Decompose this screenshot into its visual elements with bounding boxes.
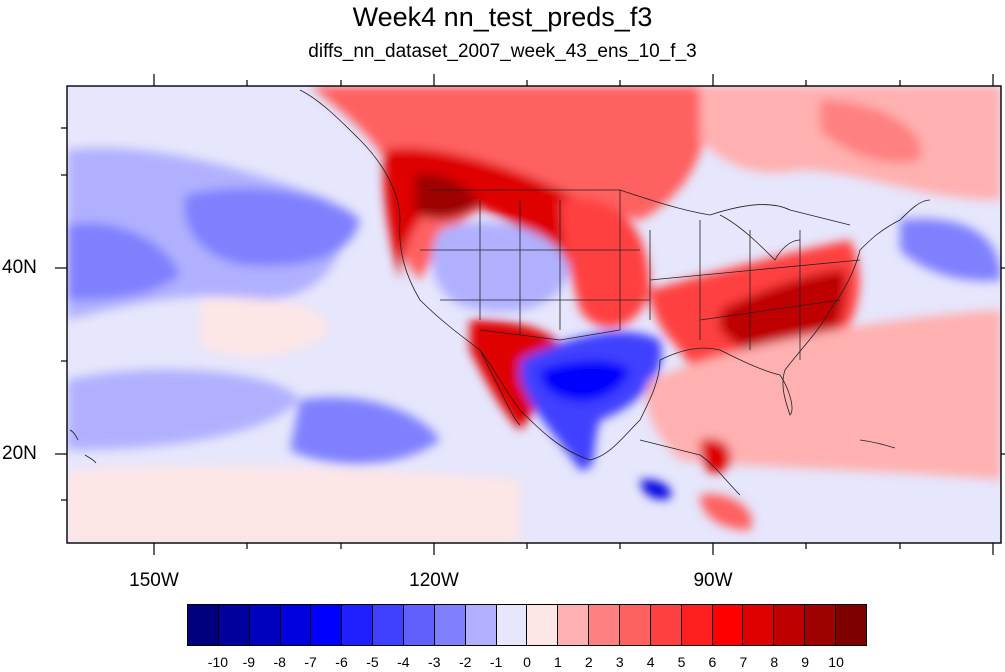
colorbar-swatch (774, 605, 806, 645)
colorbar-swatch (280, 605, 312, 645)
colorbar-label: -8 (273, 654, 286, 670)
lat-label-20n: 20N (2, 443, 37, 464)
negative-anomaly-pacific-core (67, 223, 180, 300)
anomaly-field (67, 86, 1001, 543)
colorbar-swatch (558, 605, 590, 645)
colorbar-label: 6 (708, 654, 717, 670)
colorbar-swatch (743, 605, 775, 645)
colorbar-swatch (342, 605, 374, 645)
map-title: Week4 nn_test_preds_f3 (352, 2, 653, 32)
negative-anomaly-great-basin-outer (431, 222, 570, 312)
colorbar-label: 0 (523, 654, 531, 670)
colorbar-swatch (527, 605, 559, 645)
colorbar-label: 2 (584, 654, 593, 670)
positive-anomaly-pacific-se (700, 494, 752, 530)
colorbar-swatch (620, 605, 651, 645)
colorbar-swatch (218, 605, 250, 645)
colorbar-label: 1 (554, 654, 562, 670)
colorbar-swatch (650, 605, 682, 645)
colorbar-label: 5 (677, 654, 686, 670)
colorbar-swatch (404, 605, 435, 645)
positive-anomaly-northwest-peak (415, 174, 480, 220)
negative-anomaly-atlantic (900, 218, 1001, 281)
positive-anomaly-central-america (700, 438, 731, 473)
colorbar-swatch (373, 605, 405, 645)
colorbar-label: 3 (615, 654, 624, 670)
colorbar-label: -10 (207, 654, 229, 670)
colorbar-label: -5 (366, 654, 379, 670)
colorbar-label: 10 (828, 654, 844, 670)
colorbar-label: -4 (397, 654, 410, 670)
colorbar-swatch (188, 605, 219, 645)
coastlines (69, 89, 931, 496)
colorbar-swatch (496, 605, 528, 645)
colorbar-label: -2 (458, 654, 472, 670)
negative-anomaly-pacific-south (290, 397, 440, 464)
colorbar-swatch (311, 605, 343, 645)
positive-anomaly-pacific-pink (200, 298, 330, 357)
colorbar-swatch (434, 605, 466, 645)
lon-label-150w: 150W (129, 570, 179, 591)
colorbar-swatch (681, 605, 713, 645)
colorbar (187, 604, 867, 646)
colorbar-label: 9 (801, 654, 810, 670)
colorbar-label: 8 (770, 654, 779, 670)
map-subtitle: diffs_nn_dataset_2007_week_43_ens_10_f_3 (308, 41, 697, 62)
negative-anomaly-pacific-sw (67, 369, 300, 450)
colorbar-swatch (589, 605, 621, 645)
positive-anomaly-southwest-pink (67, 465, 520, 543)
colorbar-swatch (836, 605, 866, 645)
positive-anomaly-atlantic-outer (646, 310, 1001, 480)
colorbar-label: 7 (739, 654, 748, 670)
colorbar-swatch (249, 605, 281, 645)
colorbar-label: -9 (242, 654, 256, 670)
colorbar-label: 4 (646, 654, 655, 670)
lat-label-40n: 40N (2, 257, 37, 278)
colorbar-label: -1 (489, 654, 503, 670)
negative-anomaly-mexico-core (540, 360, 630, 402)
axis-ticks (55, 74, 1005, 555)
negative-anomaly-hawaii (640, 479, 671, 500)
negative-anomaly-pacific-center (184, 188, 360, 267)
lon-label-90w: 90W (693, 570, 733, 591)
colorbar-label: -7 (304, 654, 317, 670)
colorbar-swatch (465, 605, 497, 645)
map-frame (66, 85, 1002, 544)
positive-anomaly-canada (820, 100, 922, 163)
colorbar-swatch (805, 605, 837, 645)
positive-anomaly-plains (560, 198, 650, 328)
colorbar-swatch (712, 605, 744, 645)
colorbar-label: -6 (335, 654, 348, 670)
lon-label-120w: 120W (409, 570, 459, 591)
colorbar-label: -3 (428, 654, 441, 670)
